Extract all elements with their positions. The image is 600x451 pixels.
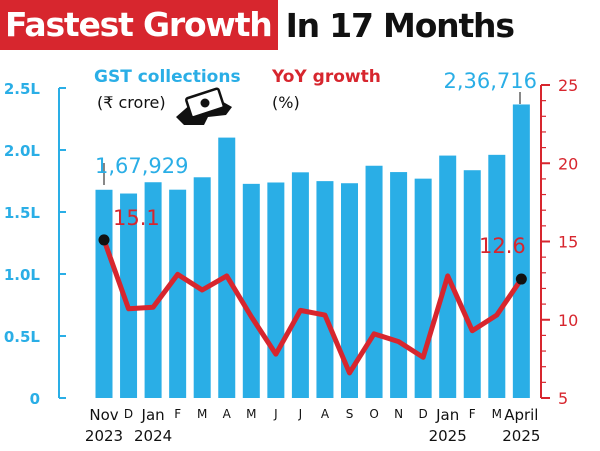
- x-tick-label: April: [504, 406, 538, 424]
- x-tick-label: A: [223, 407, 232, 421]
- left-axis-tick-label: 1.5L: [4, 204, 41, 222]
- bar-15: [463, 170, 481, 398]
- bar-6: [242, 183, 260, 398]
- x-tick-label: F: [469, 407, 476, 421]
- x-tick-label: M: [492, 407, 502, 421]
- bar-11: [365, 165, 383, 398]
- yoy-growth-line: [101, 237, 524, 376]
- x-tick-label: J: [298, 407, 303, 421]
- bar-10: [341, 183, 358, 398]
- headline: Fastest Growth In 17 Months: [0, 0, 515, 50]
- x-tick-label: O: [369, 407, 378, 421]
- bar-5: [218, 137, 236, 398]
- right-axis-tick-label: 10: [558, 311, 578, 330]
- headline-rest: In 17 Months: [285, 5, 515, 45]
- x-tick-label: D: [419, 407, 428, 421]
- bar-0: [95, 189, 113, 398]
- yoy-marker-17: [515, 273, 527, 285]
- x-year-label: 2025: [502, 427, 540, 445]
- x-tick-label: J: [273, 407, 278, 421]
- x-tick-label: M: [197, 407, 207, 421]
- x-tick-label: Nov: [89, 406, 118, 424]
- left-axis-tick-label: 1.0L: [4, 266, 41, 284]
- line-series: [98, 234, 527, 376]
- legend-gst-unit: (₹ crore): [97, 93, 166, 112]
- x-tick-label: N: [394, 407, 403, 421]
- legend-yoy-unit: (%): [272, 93, 300, 112]
- x-year-label: 2024: [134, 427, 172, 445]
- bar-8: [291, 172, 309, 398]
- bar-2: [144, 182, 162, 398]
- x-year-label: 2023: [85, 427, 123, 445]
- bar-12: [390, 172, 408, 398]
- left-axis-tick-label: 0.5L: [4, 328, 41, 346]
- x-tick-label: D: [124, 407, 133, 421]
- bar-9: [316, 181, 334, 398]
- legend: GST collections (₹ crore) YoY growth (%): [94, 67, 381, 125]
- money-in-hand-icon: [176, 87, 232, 125]
- annotation-first-yoy: 15.1: [113, 206, 160, 230]
- x-tick-label: S: [346, 407, 354, 421]
- bar-17: [512, 104, 530, 398]
- left-axis-tick-label: 0: [30, 390, 40, 408]
- headline-highlight: Fastest Growth: [0, 0, 278, 50]
- bar-7: [267, 182, 285, 398]
- bar-1: [120, 193, 138, 398]
- x-tick-label: A: [321, 407, 330, 421]
- annotation-last-yoy: 12.6: [479, 234, 526, 258]
- left-axis-tick-label: 2.0L: [4, 142, 41, 160]
- x-tick-label: Jan: [141, 406, 165, 424]
- annotations: 1,67,929 15.1 2,36,716 12.6: [95, 69, 537, 258]
- legend-gst-label: GST collections: [94, 67, 241, 87]
- left-axis-tick-label: 2.5L: [4, 80, 41, 98]
- annotation-first-gst: 1,67,929: [95, 154, 189, 178]
- bar-series: [95, 104, 530, 398]
- legend-yoy-label: YoY growth: [271, 67, 381, 87]
- x-tick-label: Jan: [435, 406, 459, 424]
- right-axis-tick-label: 15: [558, 233, 578, 252]
- x-tick-label: F: [174, 407, 181, 421]
- right-axis: 5 10 15 20 25: [540, 76, 578, 408]
- bar-3: [169, 189, 187, 398]
- left-axis: 0 0.5L 1.0L 1.5L 2.0L 2.5L: [4, 80, 66, 408]
- x-year-label: 2025: [429, 427, 467, 445]
- right-axis-tick-label: 5: [558, 389, 568, 408]
- bar-13: [414, 178, 432, 398]
- yoy-marker-0: [98, 234, 110, 246]
- right-axis-tick-label: 25: [558, 76, 578, 95]
- annotation-last-gst: 2,36,716: [443, 69, 537, 93]
- x-tick-label: M: [246, 407, 256, 421]
- right-axis-tick-label: 20: [558, 154, 578, 173]
- bar-16: [488, 154, 506, 398]
